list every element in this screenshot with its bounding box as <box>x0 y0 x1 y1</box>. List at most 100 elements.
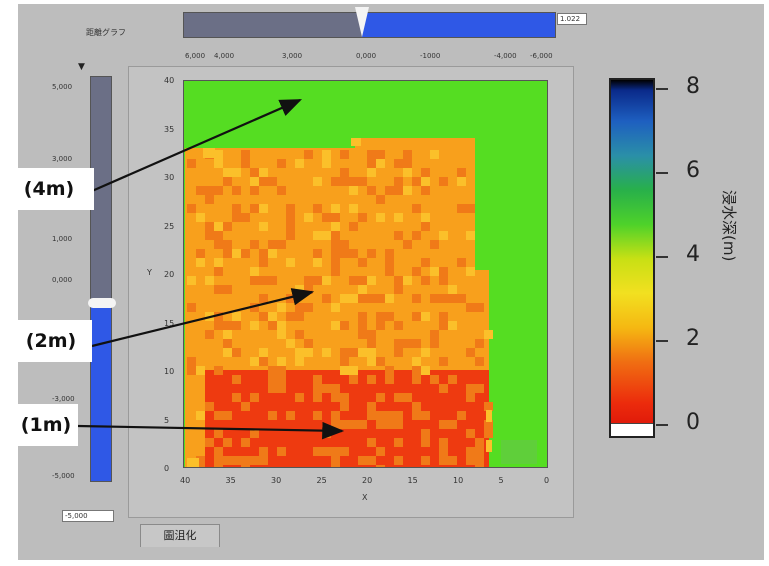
heatmap-cell <box>214 456 223 465</box>
heatmap-cell <box>286 204 295 213</box>
heatmap-cell <box>322 447 331 456</box>
plot-x-tick: 5 <box>498 476 504 485</box>
heatmap-cell <box>457 294 466 303</box>
heatmap-cell <box>268 366 277 375</box>
heatmap-cell <box>259 249 268 258</box>
heatmap-cell <box>385 258 394 267</box>
heatmap-cell <box>358 420 367 429</box>
region-texture <box>501 440 537 464</box>
heatmap-cell <box>376 411 385 420</box>
heatmap-cell <box>439 177 448 186</box>
heatmap-cell <box>385 312 394 321</box>
heatmap-cell <box>286 213 295 222</box>
heatmap-cell <box>466 231 475 240</box>
heatmap-cell <box>313 447 322 456</box>
heatmap-cell <box>322 348 331 357</box>
heatmap-cell <box>448 294 457 303</box>
heatmap-cell <box>304 276 313 285</box>
vertical-slider-thumb[interactable] <box>88 298 116 309</box>
heatmap-cell <box>277 384 286 393</box>
heatmap-cell <box>205 231 214 240</box>
heatmap-cell <box>430 294 439 303</box>
heatmap-cell <box>421 177 430 186</box>
heatmap-cell <box>214 321 223 330</box>
heatmap-cell <box>475 303 484 312</box>
heatmap-cell <box>277 159 286 168</box>
tab-graph[interactable]: 圖沮化 <box>140 524 220 547</box>
heatmap-cell <box>295 330 304 339</box>
heatmap-cell <box>349 222 358 231</box>
heatmap-cell <box>313 375 322 384</box>
heatmap-cell <box>367 375 376 384</box>
heatmap-cell <box>214 240 223 249</box>
heatmap-cell <box>340 447 349 456</box>
callout-1m: (1m) <box>14 404 78 446</box>
heatmap-cell <box>475 357 484 366</box>
heatmap-cell <box>313 276 322 285</box>
heatmap-cell <box>187 357 196 366</box>
horizontal-slider-value-box[interactable]: 1.022 <box>557 13 587 25</box>
plot-y-tick: 35 <box>164 124 175 134</box>
heatmap-cell <box>313 231 322 240</box>
heatmap-cell <box>286 411 295 420</box>
heatmap-cell <box>268 240 277 249</box>
heatmap-cell <box>304 339 313 348</box>
heatmap-cell <box>223 285 232 294</box>
heatmap-cell <box>259 222 268 231</box>
heatmap-cell <box>232 249 241 258</box>
heatmap-cell <box>403 276 412 285</box>
heatmap-cell <box>214 150 223 159</box>
heatmap-cell <box>340 420 349 429</box>
heatmap-cell <box>376 150 385 159</box>
heatmap-cell <box>331 204 340 213</box>
heatmap-cell <box>349 204 358 213</box>
heatmap-cell <box>259 456 268 465</box>
heatmap-cell <box>340 294 349 303</box>
vertical-slider-value-box[interactable]: -5,000 <box>62 510 114 522</box>
heatmap-cell <box>466 456 475 465</box>
heatmap-cell <box>304 213 313 222</box>
callout-4m: (4m) <box>4 168 94 210</box>
heatmap-cell <box>340 249 349 258</box>
horizontal-slider-thumb[interactable] <box>355 7 370 37</box>
heatmap-cell <box>340 177 349 186</box>
heatmap-cell <box>385 249 394 258</box>
heatmap-cell <box>421 276 430 285</box>
heatmap-cell <box>304 348 313 357</box>
heatmap-cell <box>394 393 403 402</box>
heatmap-cell <box>439 384 448 393</box>
plot-y-tick: 0 <box>164 464 170 473</box>
heatmap-cell <box>358 330 367 339</box>
heatmap-cell <box>241 150 250 159</box>
heatmap-cell <box>214 231 223 240</box>
heatmap-cell <box>448 321 457 330</box>
heatmap-cell <box>376 420 385 429</box>
heatmap-cell <box>466 303 475 312</box>
heatmap-cell <box>286 294 295 303</box>
vertical-slider[interactable] <box>88 76 116 482</box>
heatmap-cell <box>367 150 376 159</box>
heatmap-cell <box>295 303 304 312</box>
heatmap-cell <box>268 312 277 321</box>
heatmap-cell <box>421 411 430 420</box>
heatmap-cell <box>484 420 493 429</box>
heatmap-cell <box>214 465 223 468</box>
heatmap-cell <box>277 186 286 195</box>
heatmap-cell <box>376 312 385 321</box>
heatmap-cell <box>331 267 340 276</box>
horizontal-slider[interactable] <box>183 7 556 38</box>
heatmap-cell <box>340 168 349 177</box>
heatmap-cell <box>205 438 214 447</box>
heatmap-cell <box>205 186 214 195</box>
plot-y-tick: 20 <box>164 270 175 279</box>
plot-x-tick: 40 <box>180 476 191 485</box>
heatmap-cell <box>412 411 421 420</box>
heatmap-cell <box>214 285 223 294</box>
horizontal-slider-tick: 3,000 <box>282 52 303 60</box>
heatmap-cell <box>277 240 286 249</box>
heatmap-cell <box>358 258 367 267</box>
heatmap-cell <box>475 384 484 393</box>
colorbar-gradient <box>611 80 653 424</box>
heatmap-cell <box>214 222 223 231</box>
